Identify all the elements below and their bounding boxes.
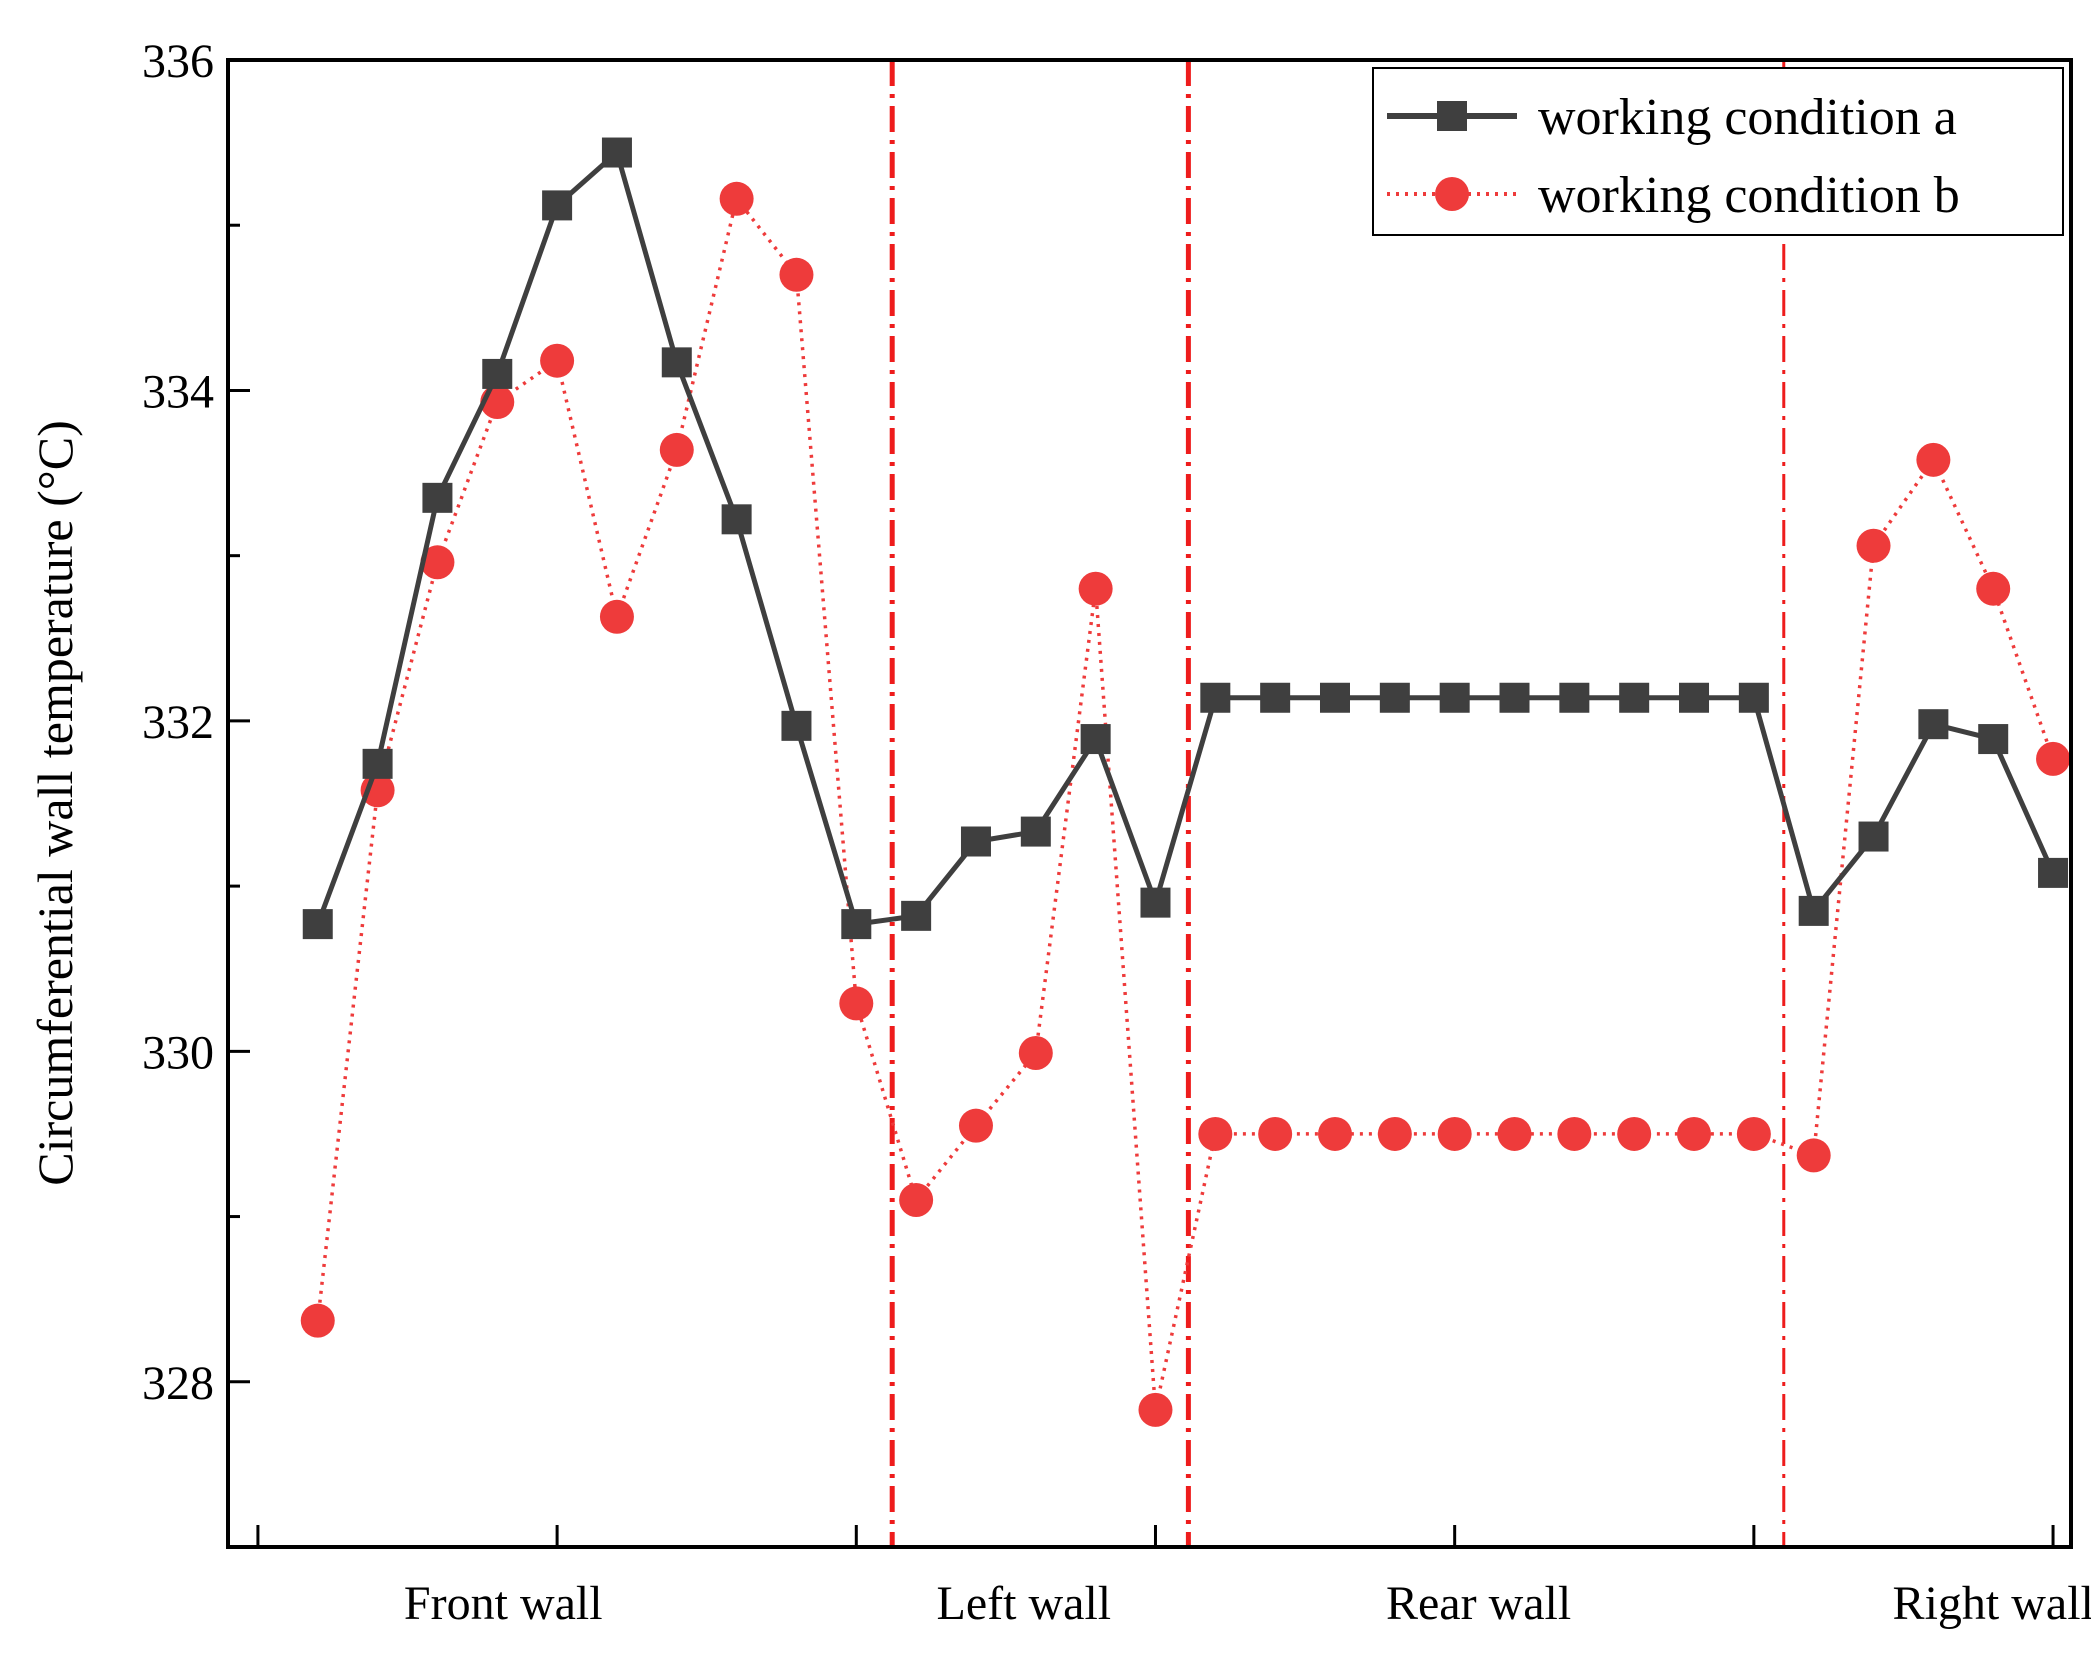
- data-point-circle: [1078, 571, 1113, 606]
- data-point-circle: [719, 181, 754, 216]
- data-point-circle: [1198, 1116, 1233, 1151]
- data-point-square: [362, 748, 393, 779]
- plot-frame: [226, 58, 2073, 1549]
- data-point-circle: [899, 1183, 934, 1218]
- data-point-square: [1679, 682, 1710, 713]
- data-point-circle: [958, 1108, 993, 1143]
- data-point-circle: [1856, 528, 1891, 563]
- data-point-square: [1439, 682, 1470, 713]
- data-point-square: [2038, 857, 2069, 888]
- data-point-circle: [420, 545, 455, 580]
- data-point-square: [1379, 682, 1410, 713]
- x-region-label: Right wall: [1893, 1577, 2091, 1630]
- data-point-square: [1798, 895, 1829, 926]
- data-point-square: [721, 504, 752, 535]
- data-point-square: [1020, 816, 1051, 847]
- legend-label-a: working condition a: [1538, 89, 1957, 146]
- data-point-square: [1918, 709, 1949, 740]
- data-point-circle: [1617, 1116, 1652, 1151]
- data-point-circle: [659, 432, 694, 467]
- data-point-square: [1858, 821, 1889, 852]
- data-point-square: [781, 710, 812, 741]
- data-point-square: [542, 190, 573, 221]
- y-tick-label: 334: [142, 365, 214, 418]
- data-point-circle: [1796, 1138, 1831, 1173]
- data-point-circle: [1976, 571, 2011, 606]
- legend-marker-b: [1435, 177, 1469, 211]
- data-point-circle: [1317, 1116, 1352, 1151]
- data-point-square: [422, 482, 453, 513]
- data-point-circle: [1138, 1392, 1173, 1427]
- data-point-square: [1260, 682, 1291, 713]
- data-point-circle: [1377, 1116, 1412, 1151]
- legend-label-b: working condition b: [1538, 167, 1960, 224]
- y-axis: 328 330 332 334 336: [142, 35, 250, 1549]
- data-point-circle: [839, 986, 874, 1021]
- data-point-circle: [540, 343, 575, 378]
- data-point-square: [1978, 724, 2009, 755]
- data-point-circle: [599, 599, 634, 634]
- x-region-label: Left wall: [937, 1577, 1112, 1630]
- data-point-circle: [1736, 1116, 1771, 1151]
- data-point-circle: [1258, 1116, 1293, 1151]
- data-point-circle: [779, 257, 814, 292]
- data-point-square: [302, 909, 333, 940]
- data-point-circle: [300, 1303, 335, 1338]
- data-point-square: [1200, 682, 1231, 713]
- data-point-square: [601, 137, 632, 168]
- data-point-circle: [2036, 741, 2071, 776]
- data-point-square: [661, 347, 692, 378]
- data-point-square: [482, 358, 513, 389]
- data-point-square: [960, 826, 991, 857]
- y-axis-label: Circumferential wall temperature (°C): [27, 420, 83, 1186]
- data-point-circle: [1497, 1116, 1532, 1151]
- x-region-label: Front wall: [404, 1577, 603, 1630]
- legend: working condition a working condition b: [1372, 67, 2064, 236]
- data-point-square: [1559, 682, 1590, 713]
- data-point-square: [1140, 887, 1171, 918]
- y-tick-label: 332: [142, 696, 214, 749]
- data-point-circle: [1018, 1035, 1053, 1070]
- data-point-square: [1319, 682, 1350, 713]
- y-tick-label: 336: [142, 35, 214, 88]
- data-point-circle: [1557, 1116, 1592, 1151]
- data-point-circle: [1437, 1116, 1472, 1151]
- series-layer: [300, 137, 2071, 1427]
- data-point-square: [1738, 682, 1769, 713]
- x-axis: Front wall Left wall Rear wall Right wall: [256, 1525, 2091, 1630]
- y-tick-label: 330: [142, 1026, 214, 1079]
- series-line: [316, 197, 2055, 1412]
- legend-box: [1372, 67, 2064, 236]
- y-tick-label: 328: [142, 1357, 214, 1410]
- data-point-square: [1499, 682, 1530, 713]
- data-point-square: [901, 900, 932, 931]
- data-point-circle: [1916, 442, 1951, 477]
- data-point-square: [1080, 724, 1111, 755]
- data-point-square: [841, 909, 872, 940]
- x-region-label: Rear wall: [1386, 1577, 1571, 1630]
- data-point-square: [1619, 682, 1650, 713]
- data-point-circle: [1677, 1116, 1712, 1151]
- legend-marker-a: [1437, 101, 1467, 131]
